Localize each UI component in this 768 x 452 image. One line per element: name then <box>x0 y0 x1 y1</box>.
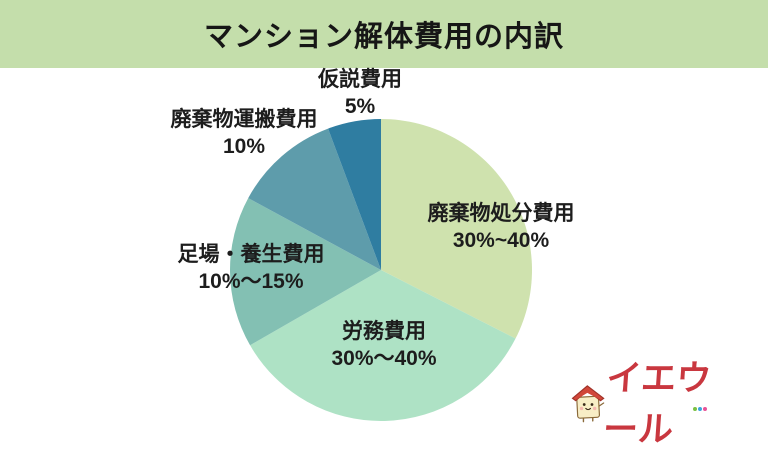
pie-label-disposal-name: 廃棄物処分費用 <box>427 202 575 225</box>
pie-slice-labor <box>250 270 516 422</box>
pie-slice-disposal <box>381 119 532 339</box>
pie-label-labor: 労務費用 30%〜40% <box>331 318 436 372</box>
pie-label-scaffolding-value: 10%〜15% <box>198 270 304 293</box>
pie-slice-temporary <box>328 119 381 270</box>
brand-logo-text: イエウール <box>601 359 713 449</box>
page-title: マンション解体費用の内訳 <box>203 21 564 53</box>
house-mascot-icon <box>571 385 605 423</box>
pie-label-scaffolding: 足場・養生費用 10%〜15% <box>178 241 325 295</box>
pie-slice-scaffolding <box>229 198 381 346</box>
pie-label-disposal: 廃棄物処分費用 30%~40% <box>428 200 575 254</box>
pie-label-labor-name: 労務費用 <box>342 320 426 343</box>
pie-label-disposal-value: 30%~40% <box>452 229 550 252</box>
header-band: マンション解体費用の内訳 <box>0 0 768 68</box>
pie-label-temporary: 仮説費用 5% <box>318 66 402 120</box>
pie-label-temporary-name: 仮説費用 <box>318 68 402 91</box>
pie-label-temporary-value: 5% <box>344 95 376 118</box>
logo-submark <box>693 407 707 411</box>
pie-label-scaffolding-name: 足場・養生費用 <box>177 243 325 266</box>
pie-label-transport-value: 10% <box>222 135 266 158</box>
pie-label-labor-value: 30%〜40% <box>331 347 437 370</box>
pie-label-transport: 廃棄物運搬費用 10% <box>171 106 318 160</box>
pie-slice-transport <box>248 128 381 270</box>
pie-chart <box>229 119 532 422</box>
pie-label-transport-name: 廃棄物運搬費用 <box>170 108 318 131</box>
brand-logo: イエウール <box>571 359 741 449</box>
